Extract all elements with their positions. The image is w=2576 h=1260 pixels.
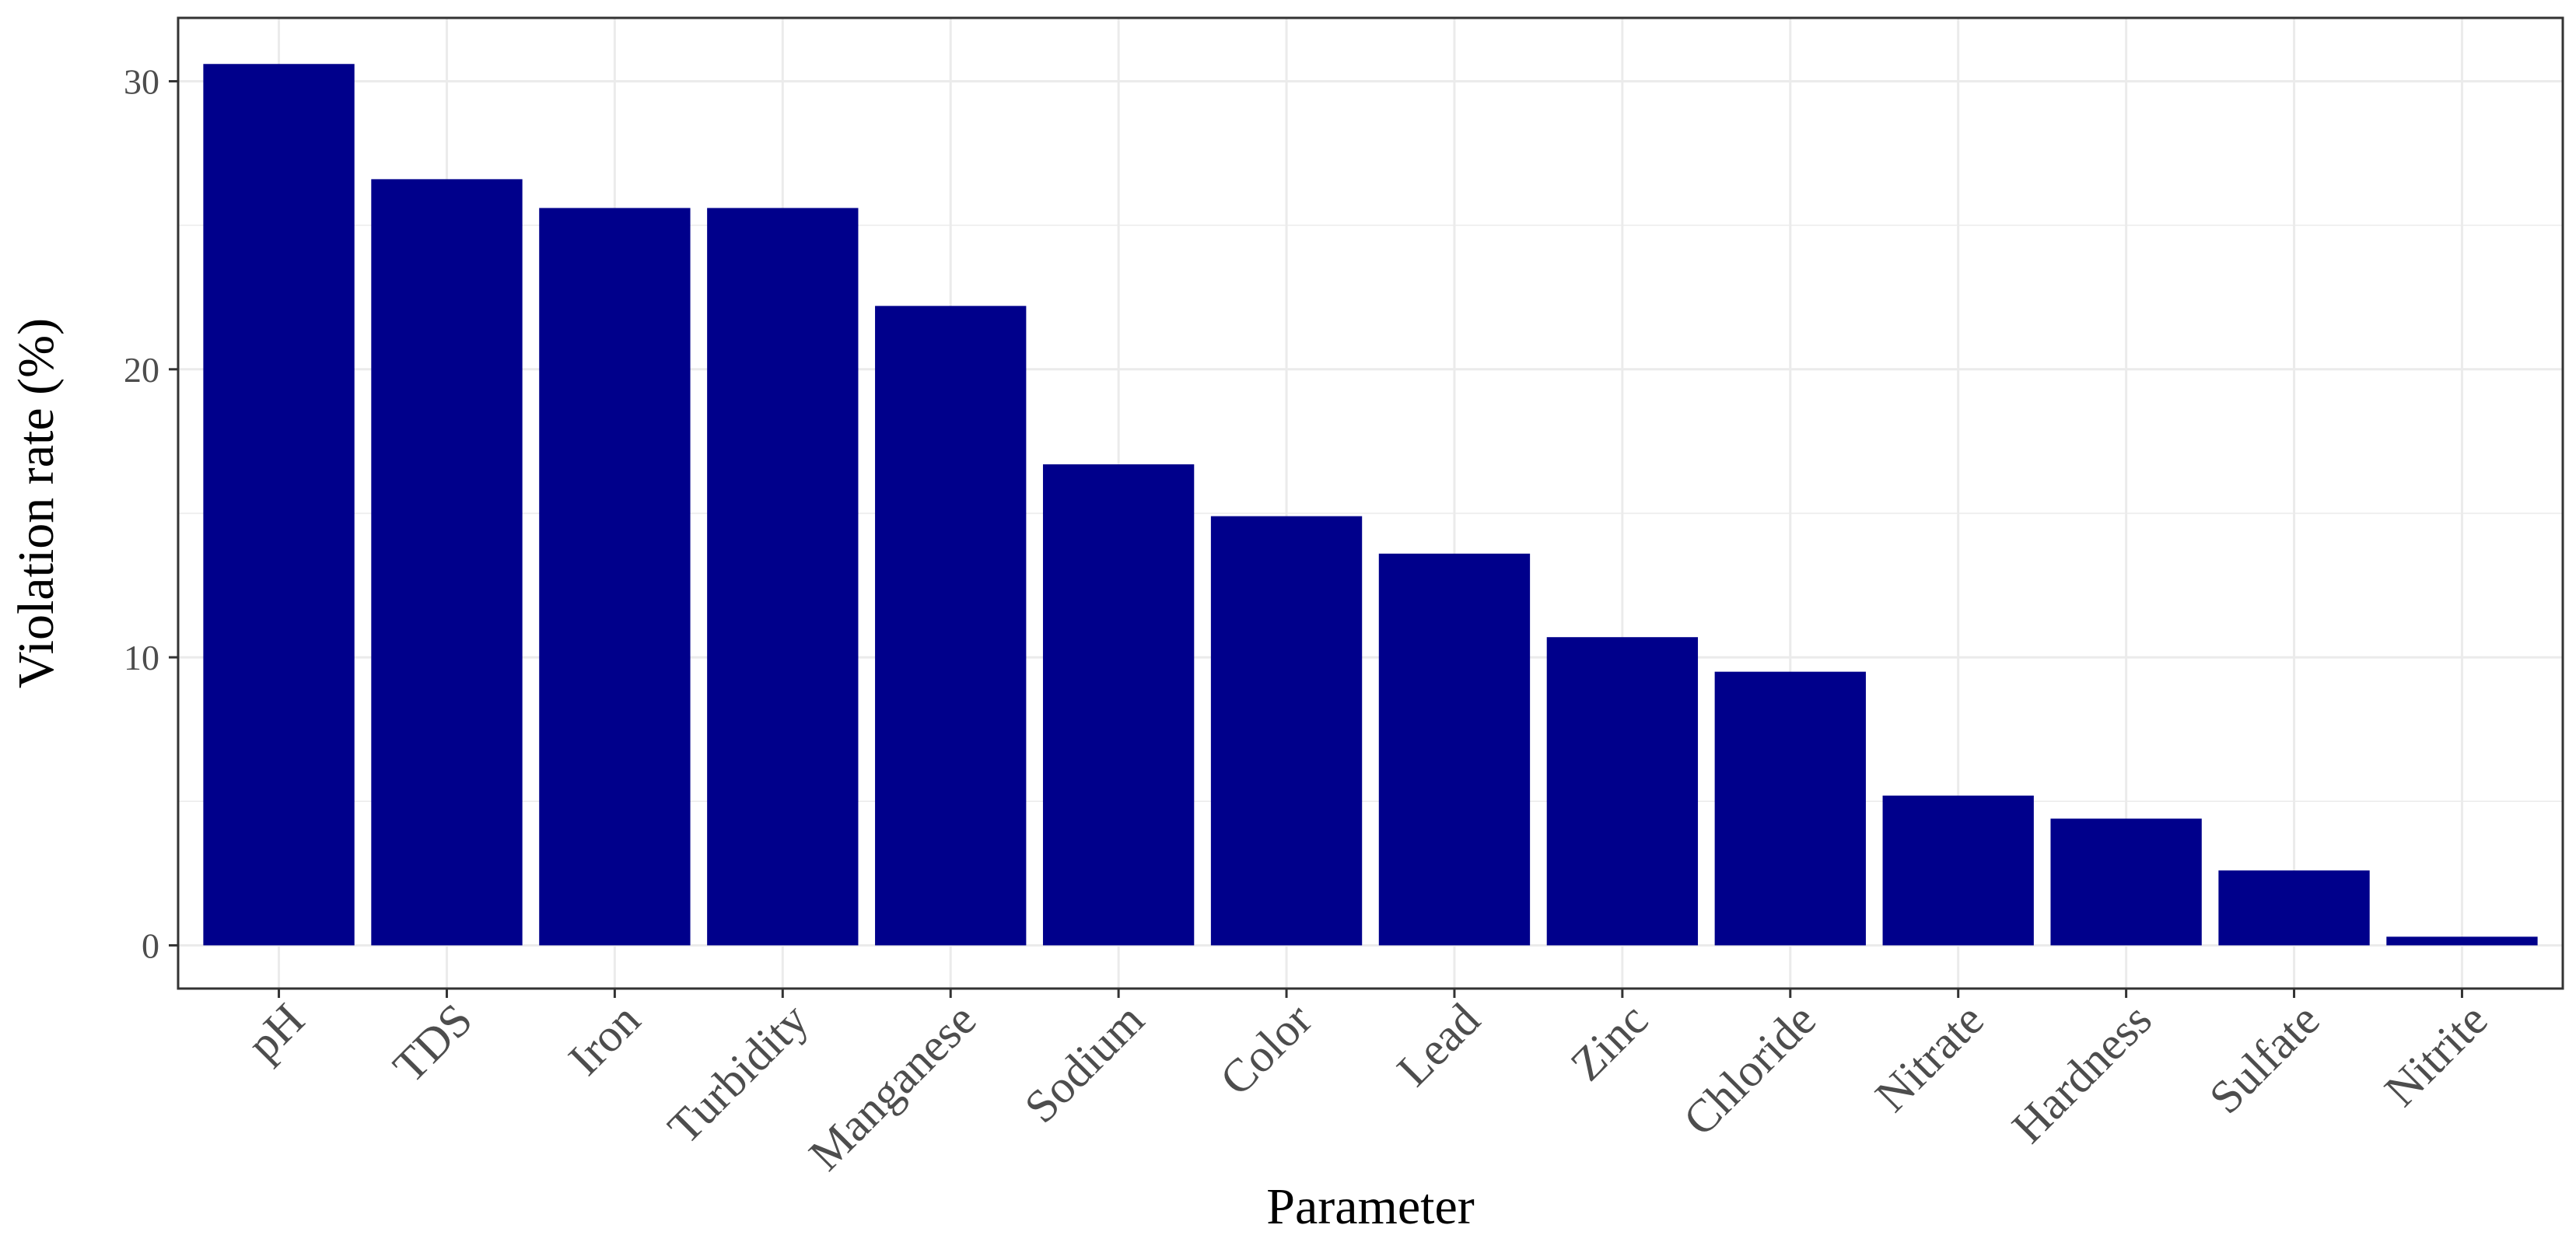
- bars: [203, 64, 2538, 946]
- x-tick-label: Sulfate: [2200, 994, 2329, 1124]
- y-tick-label: 10: [124, 638, 159, 677]
- y-tick-label: 30: [124, 61, 159, 101]
- y-tick-label: 0: [142, 926, 159, 965]
- x-tick-label: Manganese: [800, 994, 986, 1181]
- bar-manganese: [875, 306, 1027, 946]
- bar-zinc: [1546, 637, 1699, 946]
- y-axis: 0 10 20 30: [124, 61, 178, 965]
- x-tick-label: Chloride: [1674, 994, 1825, 1146]
- bar-ph: [203, 64, 355, 946]
- x-tick-label: Lead: [1388, 994, 1489, 1096]
- bar-nitrite: [2386, 936, 2538, 946]
- x-tick-label: Turbidity: [658, 994, 817, 1153]
- x-axis-title: Parameter: [1266, 1178, 1475, 1235]
- bar-tds: [371, 179, 523, 946]
- bar-iron: [539, 208, 691, 946]
- bar-nitrate: [1882, 795, 2034, 946]
- y-tick-label: 20: [124, 350, 159, 390]
- x-tick-label: Sodium: [1015, 994, 1154, 1133]
- x-tick-label: Nitrite: [2375, 994, 2497, 1116]
- bar-turbidity: [707, 208, 859, 946]
- x-tick-label: Hardness: [2002, 994, 2161, 1153]
- bar-lead: [1378, 553, 1531, 946]
- bar-sodium: [1042, 464, 1195, 946]
- x-tick-label: Nitrate: [1865, 994, 1993, 1122]
- grid-lines: [178, 18, 2563, 989]
- bar-chloride: [1714, 671, 1866, 946]
- x-tick-label: Iron: [558, 994, 649, 1085]
- bar-hardness: [2050, 818, 2202, 946]
- panel-border: [177, 16, 2564, 990]
- x-tick-label: Zinc: [1561, 994, 1657, 1090]
- x-tick-label: pH: [237, 994, 314, 1071]
- bar-color: [1210, 516, 1363, 946]
- bar-sulfate: [2218, 870, 2370, 946]
- x-tick-label: TDS: [383, 994, 482, 1093]
- x-tick-label: Color: [1210, 994, 1321, 1105]
- y-axis-title: Violation rate (%): [8, 318, 65, 688]
